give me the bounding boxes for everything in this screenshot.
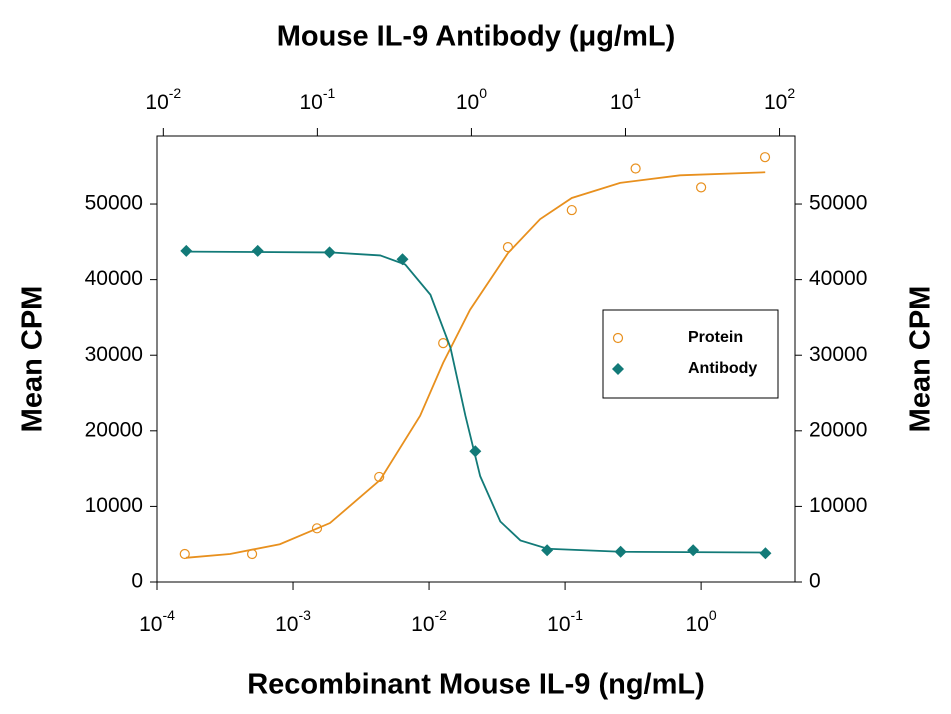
point [396, 253, 409, 266]
y-tick-label: 30000 [85, 343, 143, 366]
x-axis-title: Recombinant Mouse IL-9 (ng/mL) [247, 669, 705, 701]
tick-base: 10 [411, 613, 434, 636]
tick-base: 10 [275, 613, 298, 636]
y-tick-label: 20000 [85, 418, 143, 441]
y2-axis-title: Mean CPM [905, 286, 937, 433]
tick-exponent: 2 [787, 85, 795, 101]
point [311, 523, 323, 534]
tick-exponent: -1 [571, 607, 584, 623]
tick-base: 10 [547, 613, 570, 636]
x-tick-label: 100 [686, 607, 717, 636]
point [180, 244, 193, 257]
point [469, 445, 482, 458]
point [502, 242, 514, 253]
y-tick-label: 40000 [85, 267, 143, 290]
point [614, 545, 627, 558]
point [630, 163, 641, 174]
x2-tick-label: 10-1 [299, 85, 335, 114]
plot-frame [156, 135, 796, 583]
tick-exponent: -1 [323, 85, 336, 101]
x2-tick-label: 101 [610, 85, 641, 114]
tick-base: 10 [610, 91, 633, 114]
point [179, 548, 190, 560]
tick-exponent: 1 [633, 85, 641, 101]
tick-exponent: -2 [169, 85, 182, 101]
tick-exponent: -2 [435, 607, 448, 623]
point [251, 244, 264, 257]
x-tick-label: 10-1 [547, 607, 583, 636]
tick-base: 10 [139, 613, 162, 636]
legend-marker [612, 363, 624, 375]
tick-exponent: 0 [479, 85, 487, 101]
tick-base: 10 [145, 91, 168, 114]
y-axis-title: Mean CPM [17, 286, 49, 433]
tick-base: 10 [764, 91, 787, 114]
y-tick-label: 0 [131, 570, 143, 593]
point [759, 152, 771, 163]
point [759, 547, 772, 560]
point [541, 544, 554, 557]
point [323, 246, 336, 259]
x2-tick-label: 100 [456, 85, 487, 114]
legend-box [602, 309, 779, 399]
legend-marker [612, 332, 624, 344]
y2-tick-label: 20000 [809, 418, 867, 441]
tick-base: 10 [299, 91, 322, 114]
y2-tick-label: 10000 [809, 494, 867, 517]
point [566, 204, 577, 216]
y2-tick-label: 50000 [809, 192, 867, 215]
point [438, 338, 449, 349]
tick-exponent: 0 [709, 607, 717, 623]
fit-curve [186, 250, 766, 554]
y2-tick-label: 30000 [809, 343, 867, 366]
fit-curve [185, 171, 766, 559]
x-tick-label: 10-2 [411, 607, 447, 636]
point [374, 471, 385, 483]
point [687, 544, 700, 557]
y2-tick-label: 0 [809, 570, 821, 593]
x2-tick-label: 10-2 [145, 85, 181, 114]
tick-exponent: -3 [298, 607, 311, 623]
y-tick-label: 50000 [85, 192, 143, 215]
x-tick-label: 10-3 [275, 607, 311, 636]
tick-base: 10 [686, 613, 709, 636]
point [696, 182, 707, 193]
x2-tick-label: 102 [764, 85, 795, 114]
point [246, 548, 258, 560]
tick-exponent: -4 [162, 607, 175, 623]
x2-axis-title: Mouse IL-9 Antibody (μg/mL) [277, 21, 675, 53]
tick-base: 10 [456, 91, 479, 114]
y-tick-label: 10000 [85, 494, 143, 517]
x-tick-label: 10-4 [139, 607, 175, 636]
legend-label: Protein [688, 329, 743, 346]
y2-tick-label: 40000 [809, 267, 867, 290]
legend-label: Antibody [688, 360, 757, 377]
